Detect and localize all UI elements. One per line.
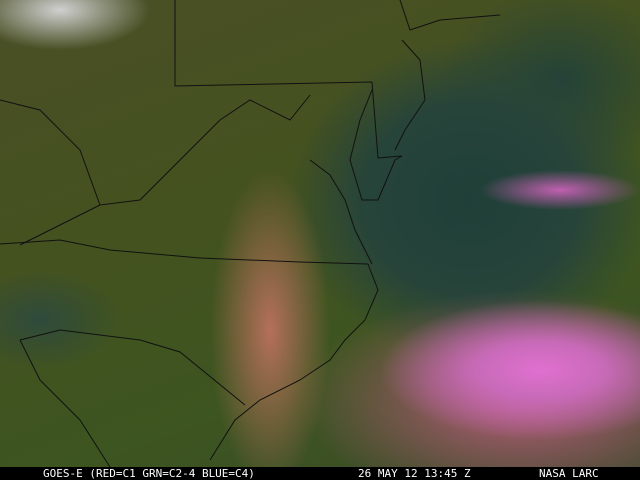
chesapeake-shore (309, 89, 403, 265)
nc-sc-border (19, 329, 246, 406)
credit-label: NASA LARC (539, 467, 599, 480)
pa-southern-border (174, 0, 373, 87)
va-wv-border (19, 204, 101, 246)
caption-bar: GOES-E (RED=C1 GRN=C2-4 BLUE=C4) 26 MAY … (0, 467, 640, 480)
wv-border (0, 94, 311, 206)
nj-coast (394, 0, 501, 151)
md-de-border (371, 81, 403, 159)
satellite-label: GOES-E (RED=C1 GRN=C2-4 BLUE=C4) (43, 467, 255, 480)
datetime-label: 26 MAY 12 13:45 Z (358, 467, 471, 480)
nc-coast (209, 263, 379, 461)
state-borders (0, 0, 501, 467)
sc-ga-border (19, 339, 111, 467)
va-nc-border (0, 239, 369, 265)
satellite-imagery (0, 0, 640, 467)
